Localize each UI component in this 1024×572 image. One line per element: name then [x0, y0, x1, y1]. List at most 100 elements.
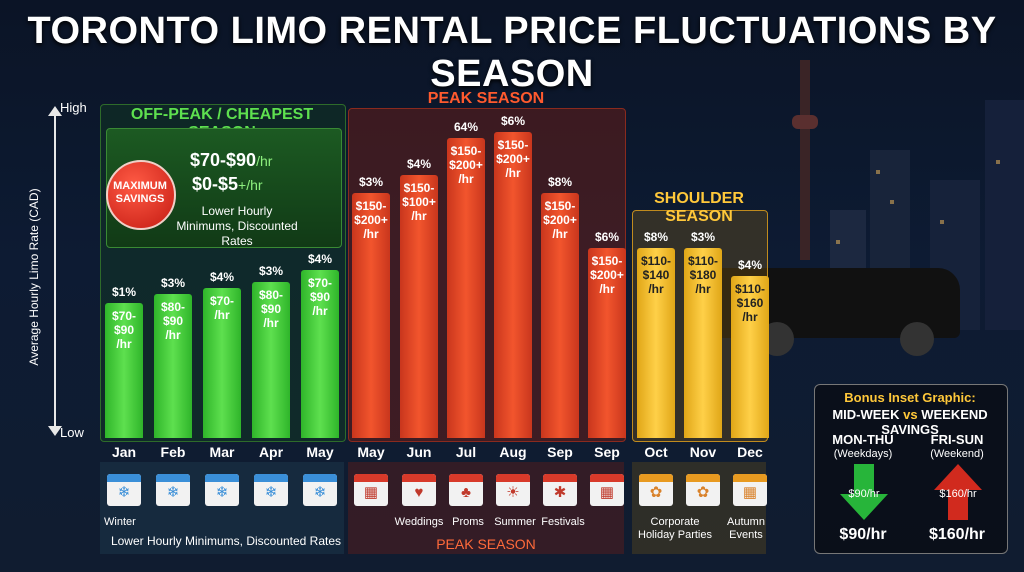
bar-may-4 — [301, 270, 339, 438]
calendar-icon: ▦ — [354, 474, 388, 506]
month-tick-label: Apr — [258, 444, 284, 460]
bar-price-label: $150- $200+ /hr — [496, 138, 530, 180]
bar-pct-label: $8% — [643, 230, 669, 244]
bar-pct-label: $6% — [500, 114, 526, 128]
bar-pct-label: $4% — [737, 258, 763, 272]
bar-jan-0 — [105, 303, 143, 438]
bar-pct-label: $1% — [111, 285, 137, 299]
bar-price-label: $80- $90 /hr — [160, 300, 186, 342]
inset-midweek: MID-WEEK — [832, 407, 900, 422]
month-tick-label: Sep — [594, 444, 620, 460]
offpeak-price-extra-unit: +/hr — [238, 177, 263, 193]
bar-price-label: $70- /hr — [209, 294, 235, 322]
month-tick-label: Aug — [499, 444, 527, 460]
bar-pct-label: $3% — [160, 276, 186, 290]
y-axis-low-label: Low — [60, 425, 84, 440]
up-arrow-svg — [934, 464, 982, 520]
bar-sep-10 — [588, 248, 626, 438]
peak-title: PEAK SEASON — [427, 90, 545, 107]
month-tick-label: Jun — [406, 444, 432, 460]
calendar-icon: ❄ — [303, 474, 337, 506]
bar-oct-11 — [637, 248, 675, 438]
month-tick-label: May — [306, 444, 334, 460]
bar-price-label: $110- $180 /hr — [687, 254, 719, 296]
bar-price-label: $70- $90 /hr — [307, 276, 333, 318]
bar-pct-label: $4% — [307, 252, 333, 266]
corporate-label: Corporate Holiday Parties — [638, 516, 712, 541]
inset-left-head: MON-THU — [832, 432, 894, 447]
inset-left-sub: (Weekdays) — [833, 448, 893, 460]
offpeak-price-main-unit: /hr — [256, 153, 273, 169]
peak-footer-panel — [348, 462, 624, 554]
bar-price-label: $150- $200+ /hr — [543, 199, 577, 241]
inset-right-sub: (Weekend) — [930, 448, 984, 460]
offpeak-price-main: $70-$90/hr — [190, 150, 272, 171]
month-tick-label: Jan — [111, 444, 137, 460]
offpeak-price-main-value: $70-$90 — [190, 150, 257, 170]
bar-sep-9 — [541, 193, 579, 438]
weddings-label: Weddings — [394, 516, 444, 528]
bar-mar-2 — [203, 288, 241, 438]
inset-left-value: $90/hr — [839, 526, 887, 543]
calendar-icon: ▦ — [733, 474, 767, 506]
calendar-icon: ❄ — [107, 474, 141, 506]
offpeak-price-extra-value: $0-$5 — [192, 174, 239, 194]
calendar-icon: ✱ — [543, 474, 577, 506]
y-axis-high-label: High — [60, 100, 87, 115]
calendar-icon: ▦ — [590, 474, 624, 506]
peak-footer-label: PEAK SEASON — [436, 536, 536, 552]
shoulder-title: SHOULDER SEASON — [654, 190, 744, 225]
y-axis-arrow-down — [48, 426, 62, 436]
month-tick-label: Oct — [644, 444, 668, 460]
up-arrow-icon — [930, 464, 986, 520]
bar-dec-13 — [731, 276, 769, 438]
weekday-weekend-inset — [814, 384, 1008, 554]
inset-title-line1: Bonus Inset Graphic: — [844, 390, 976, 405]
bar-pct-label: 64% — [453, 120, 479, 134]
month-tick-label: May — [357, 444, 385, 460]
calendar-icon: ✿ — [639, 474, 673, 506]
bar-pct-label: $8% — [547, 175, 573, 189]
bar-pct-label: $3% — [258, 264, 284, 278]
autumn-label: Autumn Events — [727, 516, 765, 541]
bar-may-5 — [352, 193, 390, 438]
bar-price-label: $150- $100+ /hr — [402, 181, 436, 223]
inset-right-value: $160/hr — [928, 526, 986, 543]
calendar-icon: ☀ — [496, 474, 530, 506]
bar-pct-label: $4% — [406, 157, 432, 171]
bar-price-label: $150- $200+ /hr — [354, 199, 388, 241]
calendar-icon: ❄ — [254, 474, 288, 506]
bar-apr-3 — [252, 282, 290, 438]
max-savings-badge — [106, 160, 176, 230]
bar-aug-8 — [494, 132, 532, 438]
bar-nov-12 — [684, 248, 722, 438]
offpeak-note: Lower Hourly Minimums, Discounted Rates — [176, 204, 298, 248]
bar-pct-label: $6% — [594, 230, 620, 244]
y-axis-title: Average Hourly Limo Rate (CAD) — [27, 188, 41, 366]
inset-right-arrow-value: $160/hr — [939, 488, 977, 500]
festivals-label: Festivals — [541, 516, 585, 528]
peak-panel — [348, 108, 626, 442]
inset-vs: vs — [903, 407, 918, 422]
bar-feb-1 — [154, 294, 192, 438]
down-arrow-icon — [836, 464, 892, 520]
month-tick-label: Dec — [737, 444, 763, 460]
down-arrow-svg — [840, 464, 888, 520]
max-savings-badge-text: MAXIMUM SAVINGS — [113, 180, 167, 205]
bar-jun-6 — [400, 175, 438, 438]
bar-price-label: $110- $140 /hr — [640, 254, 672, 296]
month-tick-label: Sep — [547, 444, 573, 460]
y-axis-arrow-up — [48, 106, 62, 116]
bar-price-label: $150- $200+ /hr — [449, 144, 483, 186]
inset-title-line2: MID-WEEK vs WEEKEND SAVINGS — [814, 407, 1006, 437]
calendar-icon: ♣ — [449, 474, 483, 506]
bar-pct-label: $3% — [690, 230, 716, 244]
inset-left-arrow-value: $90/hr — [848, 488, 880, 500]
summer-label: Summer — [494, 516, 536, 528]
bar-price-label: $80- $90 /hr — [258, 288, 284, 330]
calendar-icon: ✿ — [686, 474, 720, 506]
bar-pct-label: $3% — [358, 175, 384, 189]
month-tick-label: Mar — [209, 444, 235, 460]
page-title: TORONTO LIMO RENTAL PRICE FLUCTUATIONS B… — [27, 10, 997, 95]
bar-price-label: $110- $160 /hr — [734, 282, 766, 324]
